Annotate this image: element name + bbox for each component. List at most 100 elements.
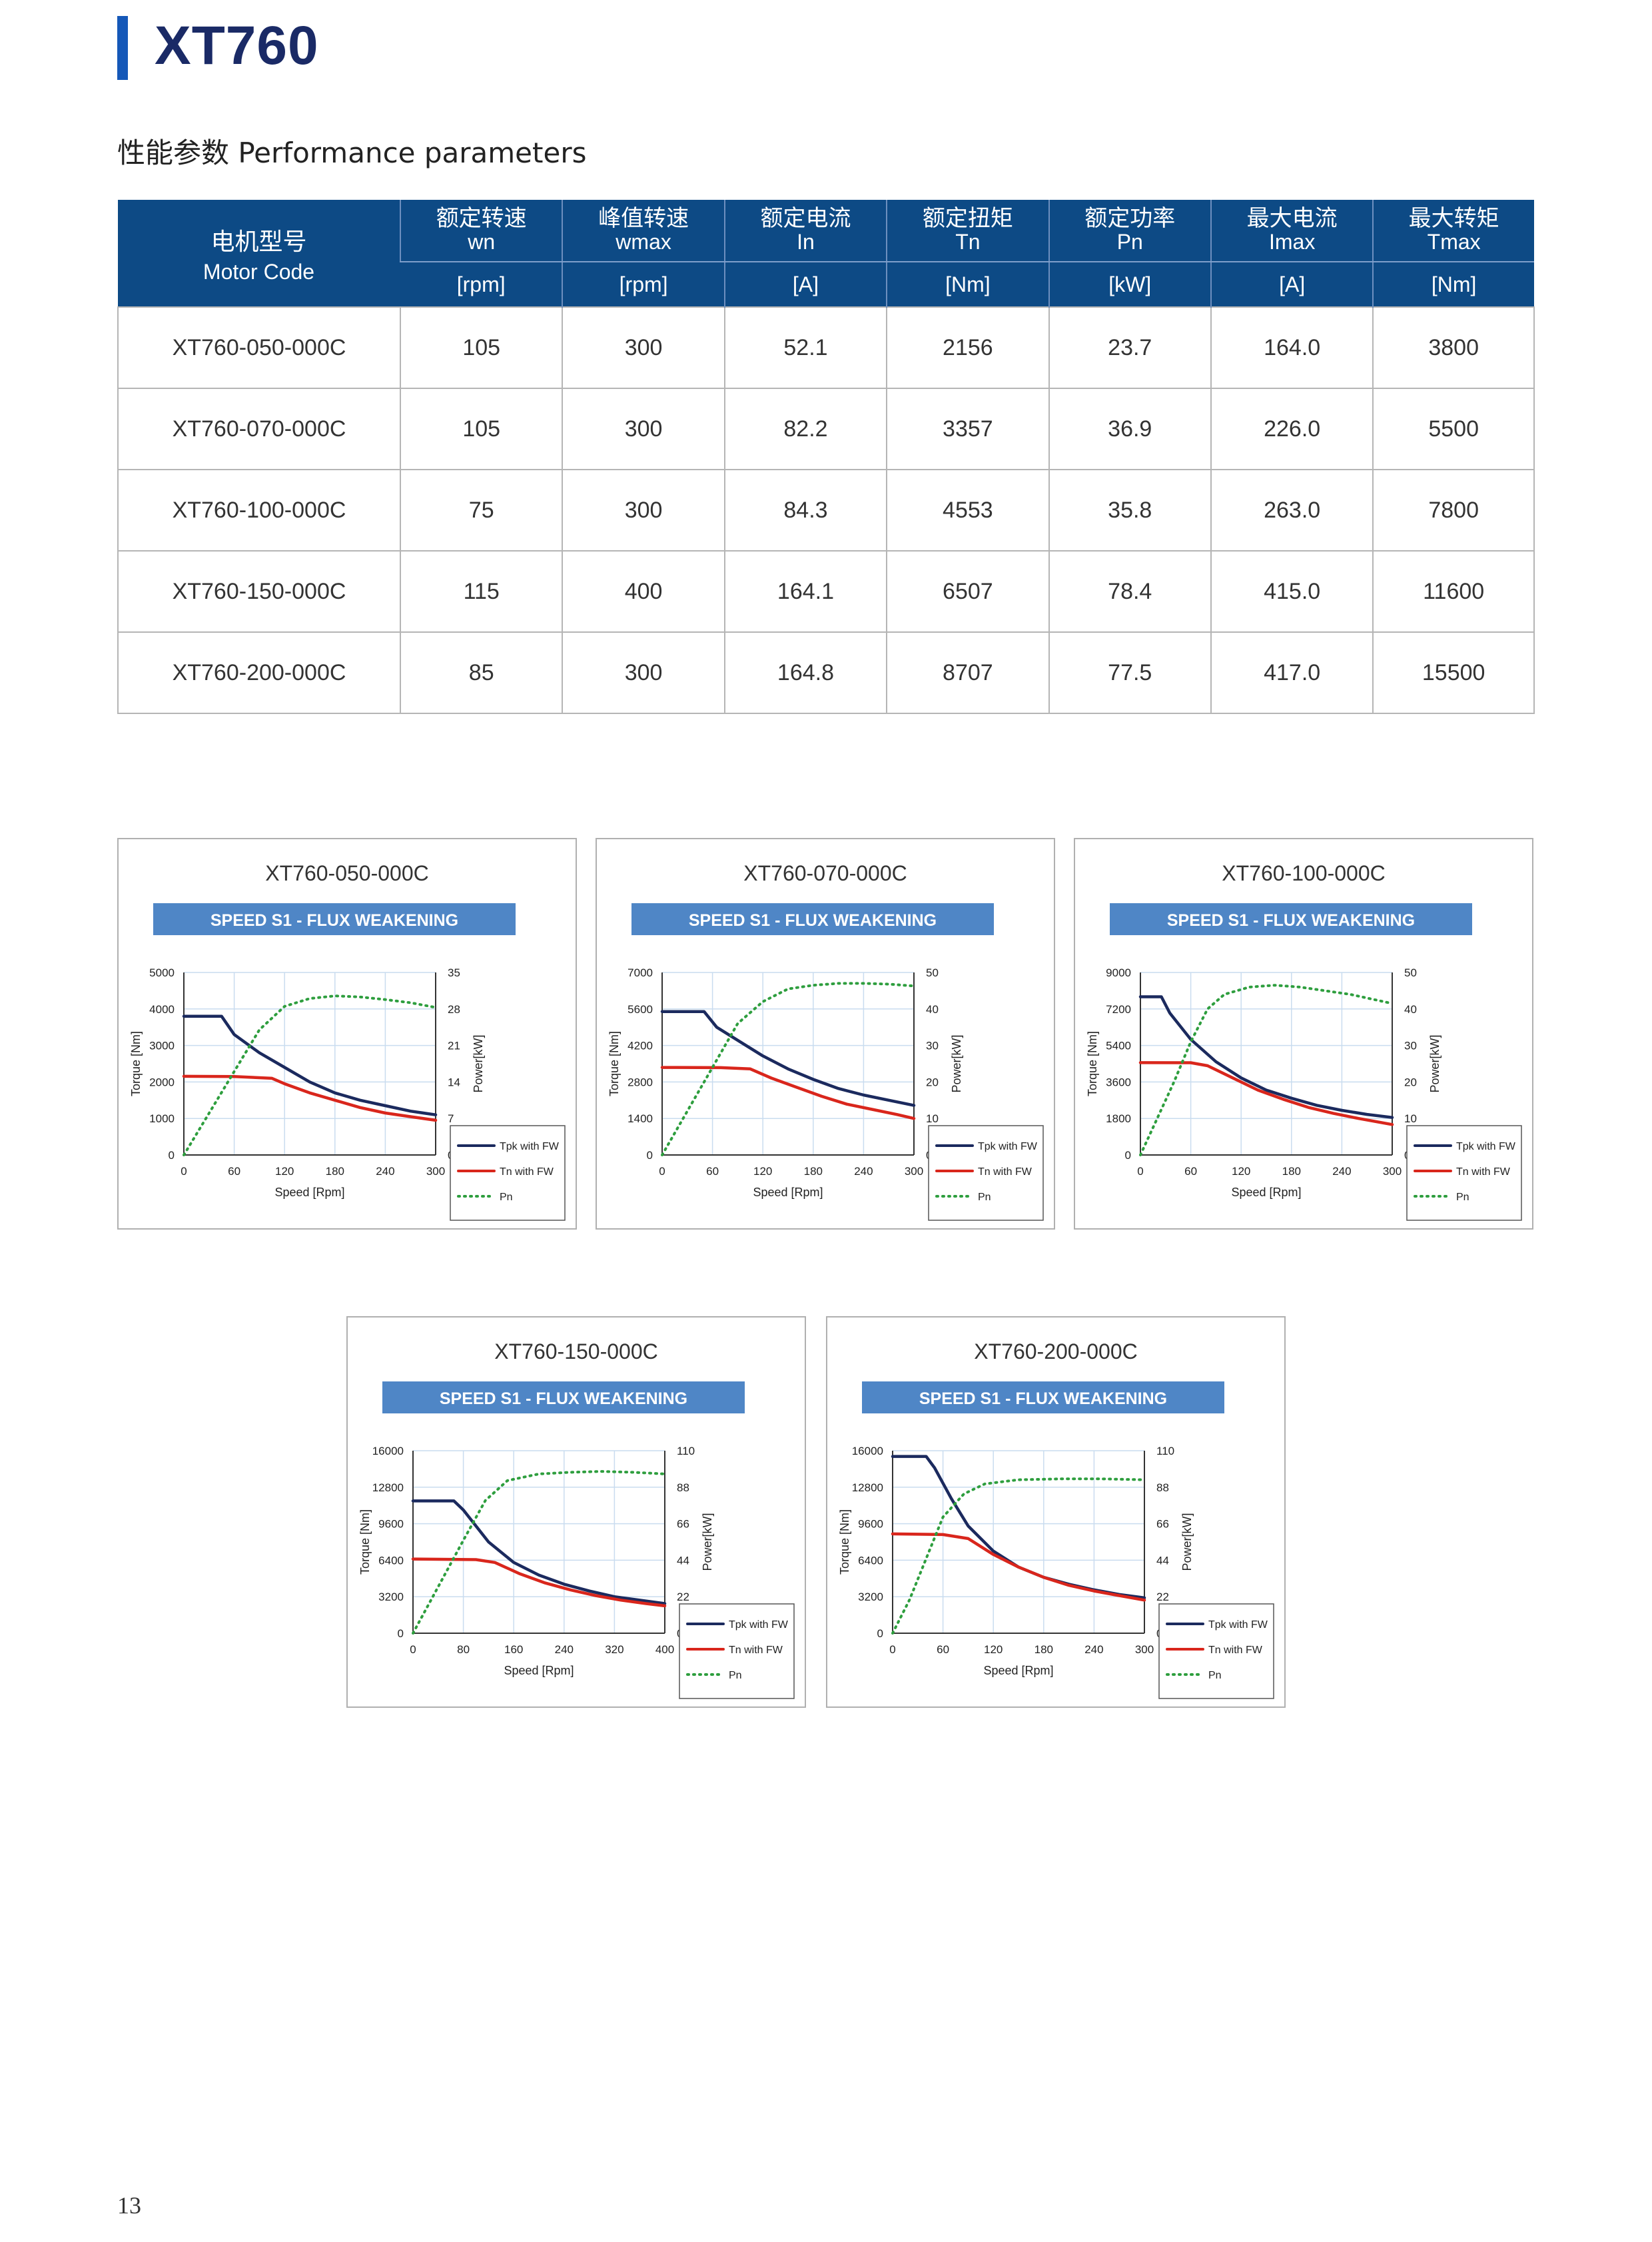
table-cell: 164.8 xyxy=(723,631,888,714)
y-tick-label: 9600 xyxy=(378,1518,404,1531)
y-tick-label: 0 xyxy=(398,1627,404,1640)
y2-tick-label: 40 xyxy=(926,1003,939,1016)
x-tick-label: 300 xyxy=(426,1165,445,1178)
y2-tick-label: 44 xyxy=(677,1554,689,1567)
x-tick-label: 60 xyxy=(1184,1165,1197,1178)
table-cell: 105 xyxy=(399,306,564,389)
legend-label: Tpk with FW xyxy=(1208,1619,1268,1631)
y-tick-label: 5000 xyxy=(149,966,175,979)
y2-tick-label: 10 xyxy=(1404,1112,1417,1125)
x-tick-label: 160 xyxy=(504,1643,523,1656)
x-tick-label: 0 xyxy=(1137,1165,1143,1178)
header-col-sym: In xyxy=(797,230,815,254)
motor-code-cell: XT760-200-000C xyxy=(117,631,401,714)
table-header-row: 电机型号 Motor Code 额定转速 wn 峰值转速 wmax 额定电流 In 额… xyxy=(118,200,1534,307)
table-cell: 300 xyxy=(562,306,725,389)
x-tick-label: 300 xyxy=(1135,1643,1154,1656)
header-col-zh: 额定扭矩 xyxy=(922,205,1013,232)
y-tick-label: 7000 xyxy=(627,966,653,979)
table-row: XT760-070-000C 105 300 82.2 3357 36.9 22… xyxy=(117,388,1535,470)
y2-tick-label: 10 xyxy=(926,1112,939,1125)
x-tick-label: 0 xyxy=(181,1165,187,1178)
legend-label: Pn xyxy=(1208,1670,1222,1681)
chart-title: XT760-200-000C xyxy=(974,1339,1137,1363)
y2-tick-label: 20 xyxy=(926,1076,939,1088)
motor-code-cell: XT760-070-000C xyxy=(117,388,401,470)
series-line xyxy=(182,1074,438,1122)
table-cell: 78.4 xyxy=(1048,550,1212,633)
table-cell: 300 xyxy=(562,469,725,552)
chart-title: XT760-070-000C xyxy=(743,861,907,885)
y-tick-label: 5600 xyxy=(627,1003,653,1016)
chart-svg: XT760-100-000C SPEED S1 - FLUX WEAKENING 0… xyxy=(1086,861,1522,1221)
series-line xyxy=(412,1470,666,1635)
table-cell: 6507 xyxy=(886,550,1050,633)
performance-chart: XT760-150-000C SPEED S1 - FLUX WEAKENING 0… xyxy=(346,1316,806,1708)
table-row: XT760-150-000C 115 400 164.1 6507 78.4 4… xyxy=(117,550,1535,633)
y-axis-label: Torque [Nm] xyxy=(838,1509,851,1575)
x-axis-label: Speed [Rpm] xyxy=(983,1664,1053,1677)
legend-label: Tn with FW xyxy=(729,1645,783,1656)
y2-tick-label: 21 xyxy=(448,1040,460,1052)
header-unit: [kW] xyxy=(1048,262,1211,307)
legend-box xyxy=(928,1125,1044,1221)
header-motor-code-en: Motor Code xyxy=(203,259,315,284)
table-row: XT760-100-000C 75 300 84.3 4553 35.8 263… xyxy=(117,469,1535,552)
header-col: 额定转速 wn xyxy=(399,200,563,262)
chart-subtitle: SPEED S1 - FLUX WEAKENING xyxy=(440,1389,687,1408)
y-tick-label: 3600 xyxy=(1106,1076,1131,1088)
x-axis-label: Speed [Rpm] xyxy=(753,1186,823,1199)
x-tick-label: 120 xyxy=(753,1165,772,1178)
header-unit: [Nm] xyxy=(886,262,1049,307)
series-line xyxy=(411,1557,667,1608)
legend-label: Tpk with FW xyxy=(978,1141,1038,1152)
legend-label: Tpk with FW xyxy=(500,1141,560,1152)
table-cell: 82.2 xyxy=(723,388,888,470)
x-axis-label: Speed [Rpm] xyxy=(274,1186,344,1199)
legend-box xyxy=(1158,1603,1274,1699)
chart-subtitle: SPEED S1 - FLUX WEAKENING xyxy=(1167,911,1415,930)
legend-label: Tpk with FW xyxy=(729,1619,789,1631)
x-tick-label: 240 xyxy=(854,1165,873,1178)
performance-chart: XT760-200-000C SPEED S1 - FLUX WEAKENING 0… xyxy=(826,1316,1286,1708)
legend-box xyxy=(679,1603,795,1699)
x-tick-label: 60 xyxy=(706,1165,719,1178)
y2-axis-label: Power[kW] xyxy=(1428,1034,1442,1092)
header-col-sym: Tn xyxy=(955,230,981,254)
table-cell: 15500 xyxy=(1372,631,1535,714)
x-tick-label: 0 xyxy=(889,1643,895,1656)
header-motor-code-zh: 电机型号 xyxy=(210,228,307,256)
y2-tick-label: 50 xyxy=(1404,966,1417,979)
y-tick-label: 9000 xyxy=(1106,966,1131,979)
chart-subtitle-banner xyxy=(862,1381,1224,1413)
y-tick-label: 3200 xyxy=(858,1591,883,1603)
table-cell: 35.8 xyxy=(1048,469,1212,552)
header-col-zh: 额定功率 xyxy=(1084,205,1176,232)
legend-box xyxy=(450,1125,566,1221)
table-cell: 3357 xyxy=(886,388,1050,470)
series-line xyxy=(660,1010,916,1107)
page-number: 13 xyxy=(117,2192,141,2219)
series-line xyxy=(1138,1061,1394,1126)
legend-label: Tn with FW xyxy=(1456,1166,1511,1178)
x-tick-label: 120 xyxy=(275,1165,294,1178)
header-col-zh: 额定转速 xyxy=(436,205,527,232)
table-cell: 3800 xyxy=(1372,306,1535,389)
header-unit: [Nm] xyxy=(1372,262,1534,307)
y-tick-label: 6400 xyxy=(858,1554,883,1567)
y-axis-label: Torque [Nm] xyxy=(358,1509,372,1575)
x-tick-label: 0 xyxy=(410,1643,416,1656)
table-cell: 5500 xyxy=(1372,388,1535,470)
performance-chart: XT760-050-000C SPEED S1 - FLUX WEAKENING 0… xyxy=(117,838,577,1230)
y-tick-label: 9600 xyxy=(858,1518,883,1531)
header-unit: [A] xyxy=(723,262,887,307)
table-unit-row: [rpm] [rpm] [A] [Nm] [kW] [A] [Nm] xyxy=(118,262,1534,307)
chart-subtitle-banner xyxy=(153,903,516,935)
y-tick-label: 1000 xyxy=(149,1112,175,1125)
page-title: XT760 xyxy=(155,15,319,76)
y2-tick-label: 14 xyxy=(448,1076,460,1088)
y2-tick-label: 50 xyxy=(926,966,939,979)
legend-label: Pn xyxy=(500,1192,513,1203)
y2-axis-label: Power[kW] xyxy=(701,1513,714,1571)
x-tick-label: 180 xyxy=(326,1165,344,1178)
